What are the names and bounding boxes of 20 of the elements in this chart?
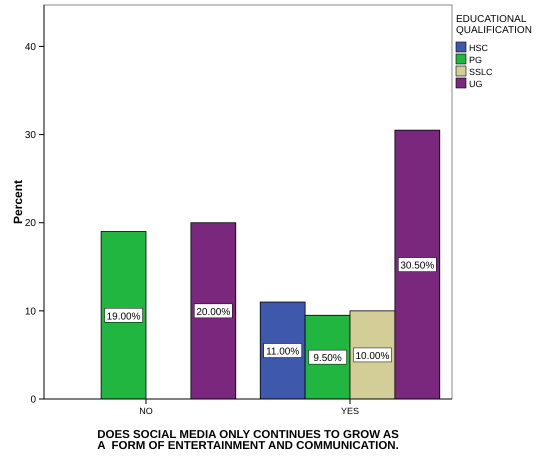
data-label: 30.50% (400, 260, 434, 272)
legend-label: HSC (469, 43, 488, 53)
y-tick-label: 10 (24, 306, 36, 318)
x-axis-title: DOES SOCIAL MEDIA ONLY CONTINUES TO GROW AS A FORM OF ENTERTAINMENT AND COMMUNICATION. (97, 429, 400, 452)
y-axis-title: Percent (11, 180, 25, 224)
y-tick-label: 0 (30, 394, 36, 406)
y-tick-label: 40 (24, 42, 36, 53)
legend-label: PG (469, 55, 482, 65)
data-label: 11.00% (266, 346, 300, 358)
data-label: 19.00% (106, 311, 141, 322)
data-label: 10.00% (355, 350, 390, 362)
data-label: 9.50% (313, 353, 342, 364)
x-tick-label: YES (340, 406, 360, 416)
data-label: 20.00% (196, 306, 230, 318)
legend-label: UG (469, 79, 482, 89)
legend-title: EDUCATIONAL QUALIFICATION (456, 14, 532, 36)
legend-label: SSLC (469, 67, 494, 77)
y-tick-label: 20 (24, 218, 36, 230)
x-tick-label: NO (139, 406, 153, 416)
y-tick-label: 30 (24, 130, 36, 142)
